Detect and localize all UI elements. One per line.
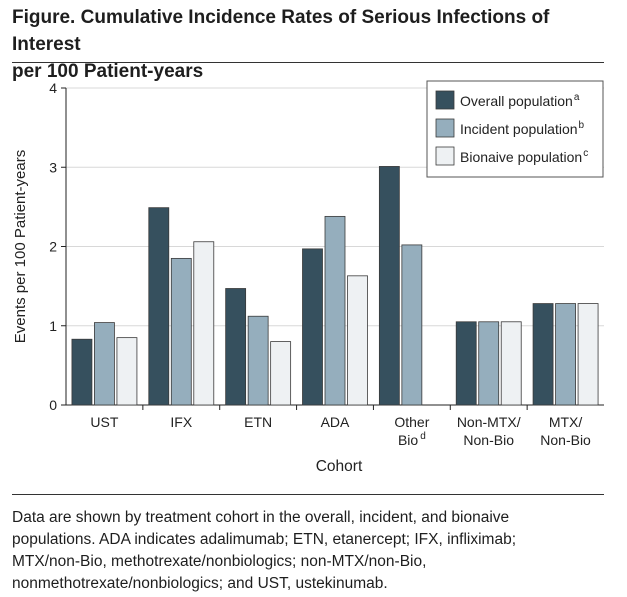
x-tick-label-1: UST [90,414,118,430]
x-tick-label-4: ADA [321,414,350,430]
bar-6-series-3 [500,321,522,406]
bottom-divider [12,494,604,495]
bar-7-series-3 [577,303,599,406]
y-tick-label-1: 1 [49,318,57,334]
figure-title: Figure. Cumulative Incidence Rates of Se… [12,4,612,85]
bar-6-series-2 [478,321,500,406]
x-axis-title: Cohort [316,458,363,475]
bar-1-series-3 [116,337,138,406]
legend-swatch-series-2 [435,118,455,138]
x-tick-label-3: ETN [244,414,272,430]
bar-2-series-1 [148,207,170,406]
bar-2-series-3 [193,241,215,406]
figure-title-line-1: Figure. Cumulative Incidence Rates of Se… [12,7,550,55]
y-tick-label-4: 4 [49,80,57,96]
figure-caption: Data are shown by treatment cohort in th… [12,507,612,595]
legend-label-series-2: Incident populationb [460,120,585,137]
legend-label-series-1: Overall populationa [460,92,580,109]
bar-5-series-1 [378,166,400,406]
bar-4-series-1 [302,248,323,406]
x-tick-label-5: Other Bio d [394,414,429,448]
bar-3-series-2 [247,315,269,406]
bar-3-series-3 [270,341,292,406]
top-divider [12,62,604,63]
bar-7-series-1 [532,303,554,406]
bar-3-series-1 [225,288,247,406]
x-tick-label-2: IFX [170,414,192,430]
caption-line-4: nonmethotrexate/nonbiologics; and UST, u… [12,575,388,592]
legend-swatch-series-3 [435,146,455,166]
y-axis-title: Events per 100 Patient-years [12,150,29,343]
bar-4-series-3 [347,275,368,406]
bar-5-series-2 [401,244,423,406]
bar-4-series-2 [324,215,346,406]
legend-label-series-3: Bionaive populationc [460,148,588,165]
figure-title-line-2: per 100 Patient-years [12,61,204,82]
y-tick-label-0: 0 [49,397,57,413]
bar-chart: 0 1 2 3 4 UST IFX ETN ADA Other Bio d Non-MTX/Non-Bi… [12,80,604,475]
legend-swatch-series-1 [435,90,455,110]
x-tick-label-7: MTX/Non-Bio [540,414,591,448]
caption-line-1: Data are shown by treatment cohort in th… [12,509,510,526]
legend-box [426,80,604,178]
y-tick-label-2: 2 [49,239,57,255]
caption-line-3: MTX/non-Bio, methotrexate/nonbiologics; … [12,553,427,570]
caption-line-2: populations. ADA indicates adalimumab; E… [12,531,516,548]
bar-6-series-1 [455,321,477,406]
bar-1-series-1 [71,338,93,406]
bar-7-series-2 [555,303,576,406]
x-tick-label-6: Non-MTX/Non-Bio [457,414,521,448]
y-tick-label-3: 3 [49,159,57,175]
bar-2-series-2 [170,257,192,406]
bar-1-series-2 [94,322,115,406]
